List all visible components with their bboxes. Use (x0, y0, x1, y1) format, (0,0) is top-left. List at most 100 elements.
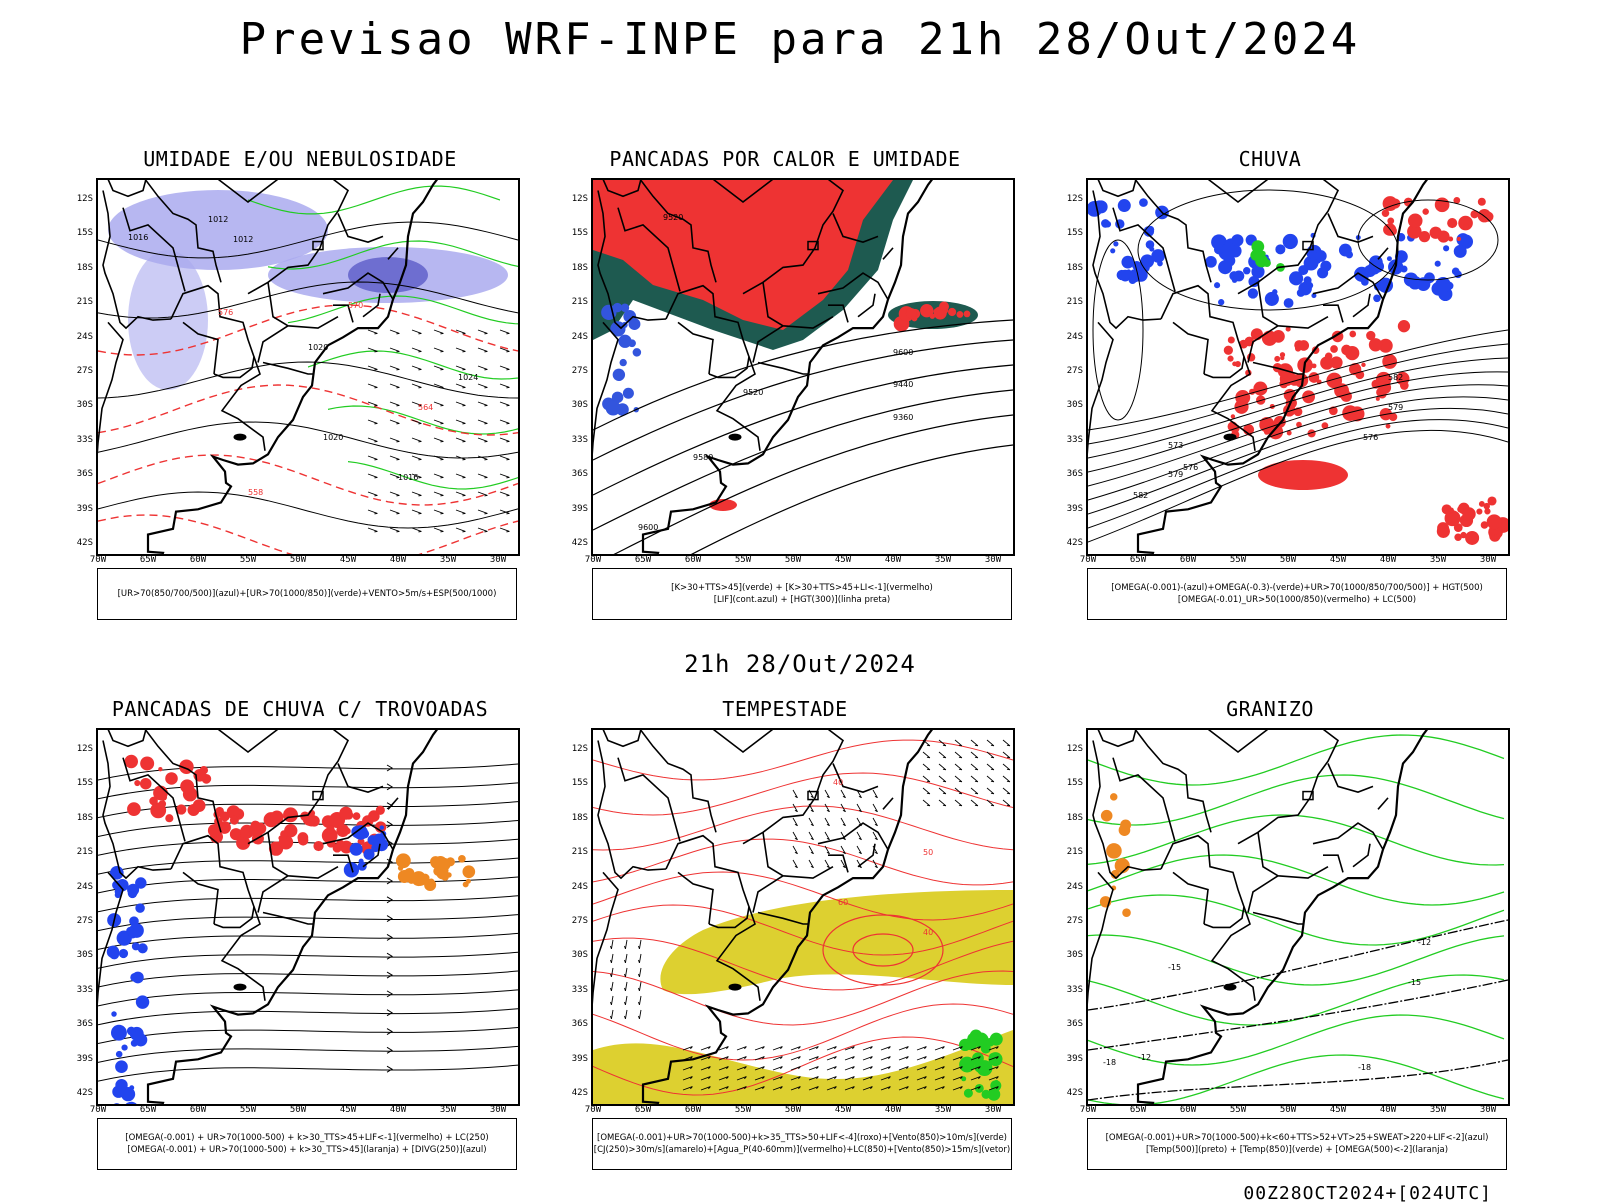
legend-line: [LIF](cont.azul) + [HGT(300)](linha pret… (593, 594, 1011, 606)
lat-tick-label: 39S (65, 1054, 93, 1064)
lat-tick-label: 42S (560, 1088, 588, 1098)
lat-tick-label: 18S (65, 813, 93, 823)
temp850-contour (1088, 735, 1504, 785)
contour-label: 576 (1363, 433, 1378, 442)
lon-tick-label: 40W (878, 555, 908, 565)
thickness-contour (98, 515, 518, 554)
border-line (818, 823, 888, 849)
divg-blue-area (344, 825, 388, 877)
lon-tick-label: 65W (1123, 1105, 1153, 1115)
border-line (1378, 248, 1388, 259)
border-line (258, 326, 288, 363)
divg-blue-area (107, 866, 149, 1104)
hgt500-contour (1088, 372, 1508, 472)
lat-tick-label: 21S (560, 847, 588, 857)
lon-tick-label: 55W (728, 555, 758, 565)
isobar (98, 422, 518, 458)
contour-label: 1024 (458, 373, 478, 382)
lon-tick-label: 40W (1373, 1105, 1403, 1115)
lon-tick-label: 65W (1123, 555, 1153, 565)
contour-label: 1016 (398, 473, 418, 482)
lat-tick-label: 18S (560, 813, 588, 823)
humidity-low-contour (308, 351, 518, 379)
lagoon (1224, 984, 1236, 990)
legend-tempestade: [OMEGA(-0.001)+UR>70(1000-500)+k>35_TTS>… (592, 1118, 1012, 1170)
border-line (258, 876, 288, 913)
lc850-streamline (593, 773, 1013, 815)
border-line (1353, 294, 1370, 317)
contour-label: 573 (1168, 441, 1183, 450)
lat-tick-label: 39S (560, 504, 588, 514)
lat-tick-label: 36S (560, 469, 588, 479)
panel-title-pancadas-calor: PANCADAS POR CALOR E UMIDADE (565, 147, 1005, 171)
border-line (603, 730, 641, 746)
legend-chuva: [OMEGA(-0.001)-(azul)+OMEGA(-0.3)-(verde… (1087, 568, 1507, 620)
lat-tick-label: 33S (1055, 985, 1083, 995)
lon-tick-label: 60W (678, 555, 708, 565)
lon-tick-label: 35W (1423, 1105, 1453, 1115)
map-canvas-granizo: -12-15-18-12-15-18 (1088, 730, 1508, 1104)
map-canvas-trovoadas (98, 730, 518, 1104)
hgt500-contour (1093, 240, 1143, 420)
border-line (263, 363, 313, 375)
lat-tick-label: 24S (560, 882, 588, 892)
lat-tick-label: 24S (1055, 882, 1083, 892)
temp850-contour (1088, 815, 1504, 865)
lat-tick-label: 15S (65, 228, 93, 238)
middle-title: 21h 28/Out/2024 (0, 650, 1600, 678)
border-line (683, 730, 788, 752)
lat-tick-label: 36S (560, 1019, 588, 1029)
contour-label: -12 (1138, 1053, 1151, 1062)
lon-tick-label: 70W (83, 555, 113, 565)
lon-tick-label: 40W (878, 1105, 908, 1115)
lon-tick-label: 45W (1323, 1105, 1353, 1115)
contour-label: 579 (1388, 403, 1403, 412)
lat-tick-label: 27S (1055, 366, 1083, 376)
lat-tick-label: 24S (65, 332, 93, 342)
border-line (1258, 832, 1328, 878)
border-line (1328, 214, 1373, 243)
border-line (1161, 286, 1244, 378)
lon-tick-label: 55W (233, 1105, 263, 1115)
lon-tick-label: 50W (283, 555, 313, 565)
border-line (1328, 764, 1373, 793)
lon-tick-label: 50W (778, 1105, 808, 1115)
lat-tick-label: 15S (560, 778, 588, 788)
contour-label: 9520 (663, 213, 683, 222)
legend-granizo: [OMEGA(-0.001)+UR>70(1000-500)+k<60+TTS>… (1087, 1118, 1507, 1170)
lat-tick-label: 39S (560, 1054, 588, 1064)
lon-tick-label: 60W (1173, 1105, 1203, 1115)
wind850-green-area (959, 1029, 1003, 1100)
lon-tick-label: 50W (1273, 555, 1303, 565)
legend-trovoadas: [OMEGA(-0.001) + UR>70(1000-500) + k>30_… (97, 1118, 517, 1170)
contour-label: 50 (923, 848, 933, 857)
lat-tick-label: 30S (65, 950, 93, 960)
legend-line: [OMEGA(-0.001)-(azul)+OMEGA(-0.3)-(verde… (1088, 582, 1506, 594)
lat-tick-label: 36S (65, 469, 93, 479)
lon-tick-label: 70W (578, 1105, 608, 1115)
legend-line: [OMEGA(-0.001) + UR>70(1000-500) + k>30_… (98, 1144, 516, 1156)
jet-stream-area (660, 890, 1013, 994)
run-footer: 00Z28OCT2024+[024UTC] (1243, 1183, 1492, 1204)
contour-label: 1020 (308, 343, 328, 352)
panel-title-granizo: GRANIZO (1050, 697, 1490, 721)
contour-label: 60 (838, 898, 848, 907)
lon-tick-label: 40W (1373, 555, 1403, 565)
rain-red-area (1258, 460, 1348, 490)
legend-line: [Temp(500)](preto) + [Temp(850)](verde) … (1088, 1144, 1506, 1156)
lat-tick-label: 21S (65, 297, 93, 307)
lat-tick-label: 30S (65, 400, 93, 410)
lat-tick-label: 27S (560, 366, 588, 376)
thunder-orange-area (396, 853, 475, 891)
lon-tick-label: 70W (1073, 1105, 1103, 1115)
lon-tick-label: 60W (183, 555, 213, 565)
geography (1088, 730, 1438, 1104)
panel-title-umidade: UMIDADE E/OU NEBULOSIDADE (80, 147, 520, 171)
lon-tick-label: 40W (383, 555, 413, 565)
lon-tick-label: 35W (928, 555, 958, 565)
lagoon (234, 984, 246, 990)
